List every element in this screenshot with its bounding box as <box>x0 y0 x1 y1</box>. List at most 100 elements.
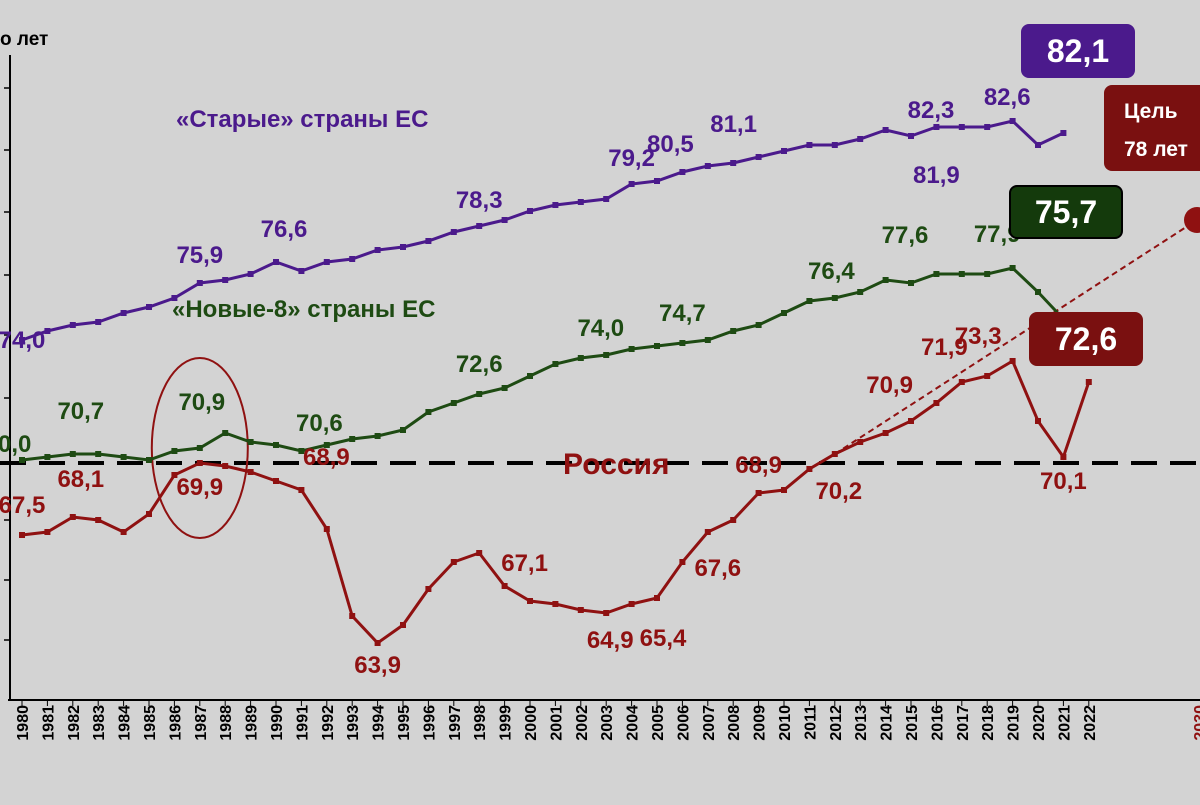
target-projection: Цель 78 лет <box>150 85 1200 539</box>
x-tick-label: 2008 <box>726 705 743 741</box>
data-label-russia: 70,1 <box>1040 468 1087 495</box>
data-label-russia: 67,6 <box>694 555 741 582</box>
data-point-old-eu <box>44 328 51 334</box>
data-label-new-eu: 72,6 <box>456 351 503 378</box>
data-point-russia <box>501 583 508 589</box>
x-tick-label: 2020 <box>1031 705 1048 741</box>
x-tick-label: 1999 <box>498 705 515 741</box>
data-point-new-eu <box>95 451 102 457</box>
data-point-new-eu <box>501 385 508 391</box>
series-line-new-eu <box>21 266 1065 462</box>
data-label-russia: 64,9 <box>587 627 634 654</box>
data-point-old-eu <box>908 133 914 139</box>
data-point-russia <box>349 613 356 619</box>
x-tick-label: 1994 <box>371 705 388 741</box>
data-labels: 74,0 75,9 76,6 78,3 79,280,5 81,1 82,3 81,9 82,6… <box>0 84 1087 679</box>
data-point-old-eu <box>501 217 508 223</box>
data-point-new-eu <box>146 457 152 463</box>
x-tick-label: 2016 <box>929 705 946 741</box>
data-point-new-eu <box>755 322 762 328</box>
x-tick-label: 1989 <box>244 705 261 741</box>
data-label-old-eu: 79,2 <box>608 145 655 172</box>
data-point-old-eu <box>704 163 711 169</box>
data-point-russia <box>552 601 559 607</box>
x-tick-label: 2015 <box>904 705 921 741</box>
data-point-old-eu <box>781 148 787 154</box>
x-tick-label: 2004 <box>625 705 642 741</box>
x-tick-label: 1982 <box>66 705 83 741</box>
x-tick-label: 2006 <box>675 705 692 741</box>
data-point-old-eu <box>1035 142 1041 148</box>
x-tick-label: 2010 <box>777 705 794 741</box>
x-tick-label: 1996 <box>421 705 438 741</box>
x-tick-label: 2013 <box>853 705 870 741</box>
data-point-new-eu <box>1035 289 1041 295</box>
data-point-new-eu <box>679 340 686 346</box>
data-point-russia <box>882 430 889 436</box>
data-point-new-eu <box>527 373 533 379</box>
data-point-new-eu <box>323 442 330 448</box>
data-point-russia <box>654 595 660 601</box>
data-label-new-eu: 70,6 <box>296 410 343 437</box>
data-point-russia <box>400 622 406 628</box>
data-point-new-eu <box>908 280 914 286</box>
data-label-russia: 67,5 <box>0 492 45 519</box>
data-point-russia <box>298 487 305 493</box>
data-point-new-eu <box>247 439 254 445</box>
data-point-russia <box>679 559 686 565</box>
data-point-russia <box>730 517 737 523</box>
x-tick-label: 1998 <box>472 705 489 741</box>
data-label-russia: 68,9 <box>735 452 782 479</box>
data-label-old-eu: 82,6 <box>984 84 1031 111</box>
data-label-new-eu: 74,7 <box>659 300 706 327</box>
data-point-russia <box>222 463 229 469</box>
data-point-russia <box>628 601 635 607</box>
y-axis-label: о лет <box>0 29 48 50</box>
data-point-new-eu <box>425 409 432 415</box>
data-label-russia: 70,9 <box>866 372 913 399</box>
data-label-new-eu: 76,4 <box>808 258 855 285</box>
data-label-new-eu: 70,9 <box>178 389 225 416</box>
end-badge-value-old-eu: 82,1 <box>1047 33 1109 69</box>
data-point-russia <box>1035 418 1041 424</box>
data-point-new-eu <box>577 355 584 361</box>
data-point-old-eu <box>730 160 737 166</box>
data-point-new-eu <box>400 427 406 433</box>
data-point-old-eu <box>247 271 254 277</box>
data-point-new-eu <box>120 454 127 460</box>
data-point-russia <box>577 607 584 613</box>
data-point-old-eu <box>69 322 76 328</box>
data-label-russia: 71,9 <box>921 334 968 361</box>
x-tick-label: 1991 <box>294 705 311 741</box>
x-tick-label: 2005 <box>650 705 667 741</box>
data-label-old-eu: 82,3 <box>908 97 955 124</box>
data-point-old-eu <box>349 256 356 262</box>
x-tick-label: 1985 <box>142 705 159 741</box>
end-badge-value-new-eu: 75,7 <box>1035 194 1097 230</box>
data-point-new-eu <box>730 328 737 334</box>
x-tick-label: 1983 <box>91 705 108 741</box>
end-badge-box-russia <box>1029 312 1143 366</box>
series-group <box>19 118 1092 646</box>
x-tick-label: 1981 <box>40 705 57 741</box>
data-point-old-eu <box>146 304 152 310</box>
data-point-new-eu <box>882 277 889 283</box>
data-point-new-eu <box>222 430 229 436</box>
data-point-new-eu <box>69 451 76 457</box>
data-point-russia <box>603 610 610 616</box>
data-point-russia <box>1009 358 1016 364</box>
data-point-old-eu <box>171 295 178 301</box>
x-tick-label: 2003 <box>599 705 616 741</box>
data-point-old-eu <box>120 310 127 316</box>
data-point-russia <box>933 400 940 406</box>
data-label-russia: 63,9 <box>354 652 401 679</box>
data-point-old-eu <box>577 199 584 205</box>
target-text-line1: Цель <box>1124 100 1178 123</box>
data-point-old-eu <box>857 136 864 142</box>
data-point-old-eu <box>552 202 559 208</box>
data-point-russia <box>146 511 152 517</box>
data-point-new-eu <box>374 433 381 439</box>
data-point-new-eu <box>603 352 610 358</box>
